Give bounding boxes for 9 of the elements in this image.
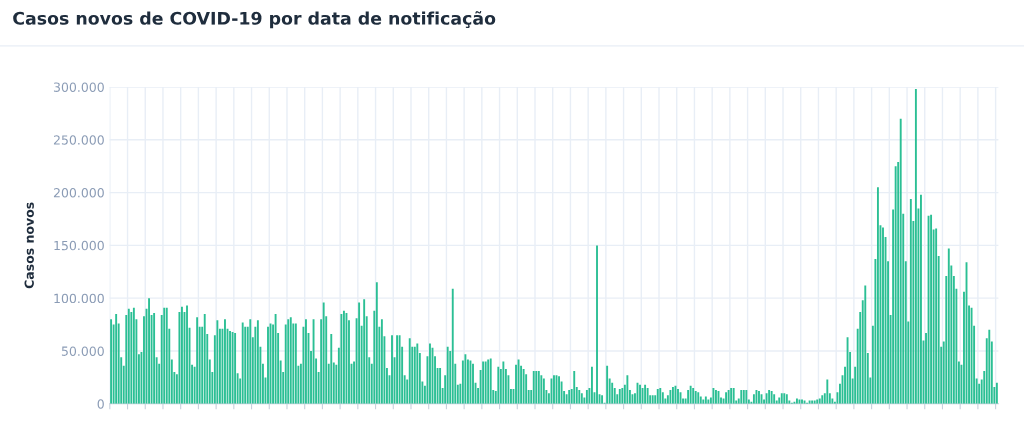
y-tick-label: 300.000 <box>53 82 104 92</box>
y-tick-label: 150.000 <box>54 240 104 251</box>
y-axis-title: Casos novos <box>24 202 34 289</box>
chart-title: Casos novos de COVID-19 por data de notificação <box>13 11 496 29</box>
y-tick-label: 0 <box>97 399 104 409</box>
y-tick-label: 50.000 <box>61 346 104 356</box>
y-tick-label: 250.000 <box>53 135 104 145</box>
y-tick-label: 200.000 <box>53 188 104 198</box>
y-tick-label: 100.000 <box>54 293 104 304</box>
